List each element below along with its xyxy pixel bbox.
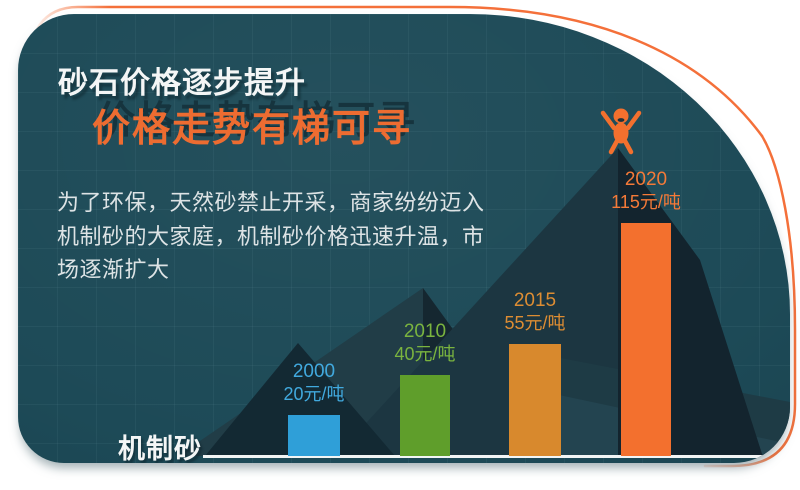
page-subtitle: 价格走势有梯可寻 <box>92 108 413 150</box>
intro-paragraph: 为了环保，天然砂禁止开采，商家纷纷迈入 机制砂的大家庭，机制砂价格迅速升温，市 … <box>57 186 557 287</box>
bar-2010 <box>400 375 450 456</box>
person-mouth <box>617 118 625 122</box>
bar-label-2010: 2010 40元/吨 <box>394 320 455 366</box>
intro-line-3: 场逐渐扩大 <box>57 257 170 282</box>
bar-label-2015: 2015 55元/吨 <box>504 289 565 335</box>
bar-year: 2010 <box>403 321 447 342</box>
page-title: 砂石价格逐步提升 <box>58 67 306 100</box>
intro-line-2: 机制砂的大家庭，机制砂价格迅速升温，市 <box>57 223 485 249</box>
infographic-card: 砂石价格逐步提升 价格走势有梯可寻 为了环保，天然砂禁止开采，商家纷纷迈入 机制… <box>18 14 790 463</box>
series-axis-label: 机制砂 <box>118 434 202 463</box>
chart-baseline <box>203 455 763 458</box>
bar-2015 <box>509 344 561 456</box>
bar-label-2000: 2000 20元/吨 <box>283 360 344 406</box>
mountain-1 <box>205 343 395 456</box>
celebrating-person-icon <box>600 108 642 155</box>
bar-price: 40元/吨 <box>394 344 456 364</box>
bar-price: 115元/吨 <box>611 192 681 212</box>
bar-year: 2000 <box>292 361 336 382</box>
bar-year: 2020 <box>624 169 668 190</box>
bar-price: 20元/吨 <box>283 384 345 404</box>
intro-line-1: 为了环保，天然砂禁止开采，商家纷纷迈入 <box>57 190 485 215</box>
bar-2020 <box>621 223 671 456</box>
bar-label-2020: 2020 115元/吨 <box>611 168 681 214</box>
bar-2000 <box>288 415 340 456</box>
bar-price: 55元/吨 <box>504 313 566 333</box>
bar-year: 2015 <box>513 290 557 311</box>
